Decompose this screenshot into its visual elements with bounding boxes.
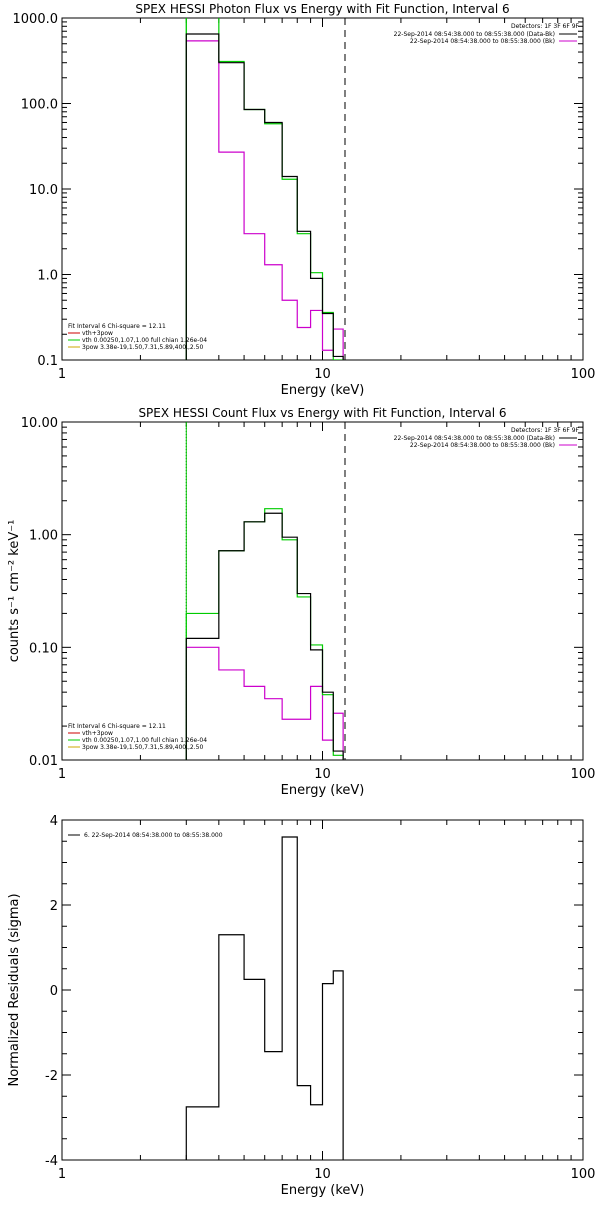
series-line-1 [185,40,344,360]
legend-entry-text: 22-Sep-2014 08:54:38.000 to 08:55:38.000… [394,31,555,38]
legend-entry-text: vth 0.00250,1.07,1.00 full chian 1.26e-0… [82,337,207,344]
series-line-0 [185,33,344,360]
legend-fit-header: Fit Interval 6 Chi-square = 12.11 [68,323,166,330]
legend-entry-text: vth 0.00250,1.07,1.00 full chian 1.26e-0… [82,737,207,744]
x-tick-label: 1 [58,1167,66,1182]
legend-detectors: Detectors: 1F 3F 6F 9F [511,23,580,30]
x-tick-label: 100 [571,767,596,782]
legend-entry-text: vth+3pow [82,730,113,737]
chart-panel-count-flux: 1 10 100 0.01 0.10 1.00 10.00 SPEX HESSI Count … [7,406,595,798]
x-tick-label: 10 [314,1167,331,1182]
series-line-2 [185,18,344,360]
legend-entry-text: vth+3pow [82,330,113,337]
chart-panel-photon-flux: 1 10 100 0.1 1.0 10.0 100.0 1000.0 SPEX HESSI Ph… [13,2,596,398]
x-tick-label: 1 [58,367,66,382]
series-line-0 [185,512,344,760]
y-tick-label: 0.01 [29,754,58,769]
legend-fit-header: Fit Interval 6 Chi-square = 12.11 [68,723,166,730]
x-tick-label: 10 [314,367,331,382]
chart-title: SPEX HESSI Count Flux vs Energy with Fit… [138,406,506,420]
y-tick-label: 4 [50,814,58,829]
y-tick-label: 0 [50,984,58,999]
legend-entry-text: 3pow 3.38e-19,1.50,7.31,5.89,400.,2.50 [82,744,203,751]
y-tick-label: 100.0 [21,98,58,113]
y-tick-label: 2 [50,899,58,914]
legend-entry-text: 22-Sep-2014 08:54:38.000 to 08:55:38.000… [410,442,555,449]
chart-title: SPEX HESSI Photon Flux vs Energy with Fi… [135,2,509,16]
chart-panel-residuals: 1 10 100 -4 -2 0 2 4 Energy (keV) Normalized Resi… [7,814,595,1198]
y-tick-label: -4 [45,1154,58,1169]
y-tick-label: 1.00 [29,529,58,544]
y-tick-label: 1000.0 [13,12,59,27]
y-tick-label: 10.0 [29,183,58,198]
legend-entry-text: 22-Sep-2014 08:54:38.000 to 08:55:38.000… [410,38,555,45]
y-tick-label: 10.00 [21,416,58,431]
legend-entry-text: 22-Sep-2014 08:54:38.000 to 08:55:38.000… [394,435,555,442]
y-tick-label: 0.10 [29,641,58,656]
x-tick-label: 1 [58,767,66,782]
y-tick-label: -2 [45,1069,58,1084]
legend-entry-text: 6. 22-Sep-2014 08:54:38.000 to 08:55:38.… [84,832,223,839]
x-axis-label: Energy (keV) [281,383,365,398]
x-tick-label: 100 [571,1167,596,1182]
x-tick-label: 10 [314,767,331,782]
series-line-2 [185,508,344,760]
x-tick-label: 100 [571,367,596,382]
series-line-1 [185,646,344,760]
legend-entry-text: 3pow 3.38e-19,1.50,7.31,5.89,400.,2.50 [82,344,203,351]
series-line-0 [185,836,344,1160]
y-axis-label: Normalized Residuals (sigma) [7,893,22,1086]
y-tick-label: 0.1 [37,354,58,369]
legend-detectors: Detectors: 1F 3F 6F 9F [511,427,580,434]
y-axis-label: counts s⁻¹ cm⁻² keV⁻¹ [7,520,22,663]
x-axis-label: Energy (keV) [281,1183,365,1198]
x-axis-label: Energy (keV) [281,783,365,798]
y-tick-label: 1.0 [37,269,58,284]
